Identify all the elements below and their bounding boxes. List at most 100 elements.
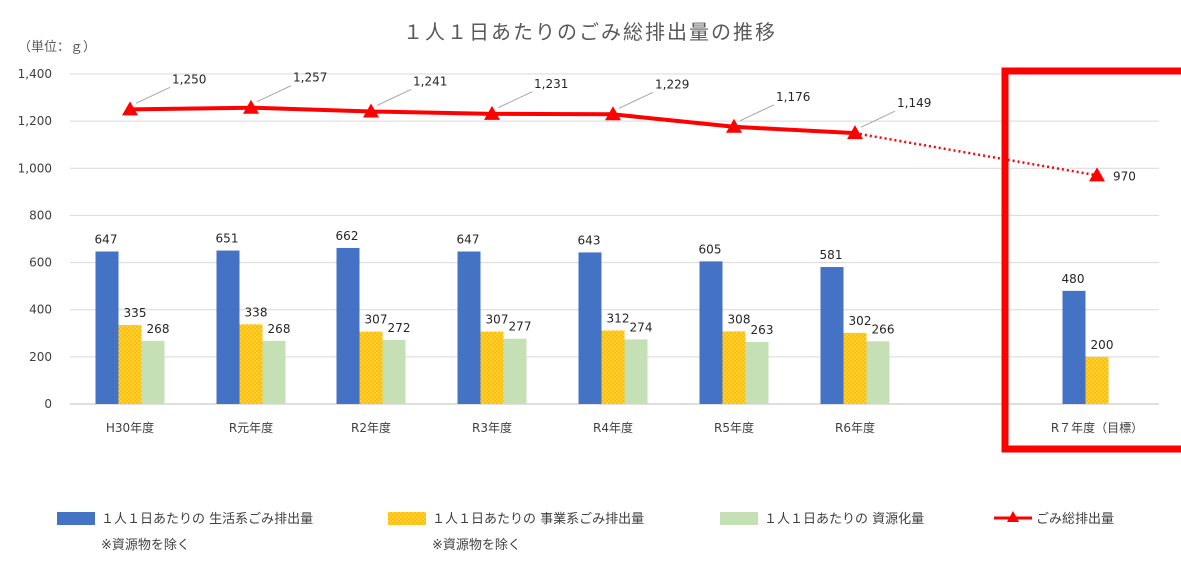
bar (601, 330, 625, 404)
bar (866, 341, 890, 404)
legend-note-household: ※資源物を除く (101, 538, 190, 553)
leader-line (860, 110, 896, 128)
bar (843, 332, 867, 404)
data-label: 308 (728, 312, 751, 326)
bar (382, 339, 406, 404)
legend-swatch-business (388, 512, 426, 525)
bar (624, 339, 648, 404)
y-tick-label: 1,000 (18, 161, 52, 175)
line-label: 1,257 (293, 71, 327, 85)
y-tick-label: 200 (29, 350, 52, 364)
data-label: 266 (872, 322, 895, 336)
x-tick-label: R７年度（目標） (1051, 420, 1143, 435)
data-label: 200 (1091, 338, 1114, 352)
line-marker (484, 105, 500, 120)
data-label: 302 (849, 314, 872, 328)
leader-line (135, 86, 171, 104)
data-label: 307 (365, 313, 388, 327)
data-label: 274 (630, 320, 653, 334)
line-marker (363, 103, 379, 118)
line-label: 1,250 (172, 72, 206, 86)
leader-line (256, 85, 292, 103)
x-tick-label: R4年度 (593, 420, 633, 435)
line-label: 1,229 (655, 77, 689, 91)
bar (480, 331, 504, 404)
x-tick-label: R6年度 (835, 420, 875, 435)
bar (699, 261, 723, 404)
line-marker (847, 125, 863, 140)
line-marker (1089, 167, 1105, 182)
bar (239, 324, 263, 404)
legend: １人１日あたりの 生活系ごみ排出量 ※資源物を除く １人１日あたりの 事業系ごみ… (57, 511, 1114, 553)
y-axis: 0 200 400 600 800 1,000 1,200 1,400 (18, 67, 52, 411)
data-label: 480 (1062, 272, 1085, 286)
bar (820, 267, 844, 404)
line-marker (122, 101, 138, 116)
data-label: 605 (699, 242, 722, 256)
y-tick-label: 1,400 (18, 67, 52, 81)
leader-line (739, 104, 775, 122)
bar (578, 252, 602, 404)
legend-item-business: １人１日あたりの 事業系ごみ排出量 ※資源物を除く (388, 511, 644, 553)
line-label: 970 (1113, 169, 1136, 183)
data-label: 338 (245, 305, 268, 319)
x-tick-label: R5年度 (714, 420, 754, 435)
x-axis: H30年度 R元年度 R2年度 R3年度 R4年度 R5年度 R6年度 R７年度（目標） (106, 420, 1143, 435)
legend-item-total: ごみ総排出量 (994, 511, 1114, 527)
data-label: 307 (486, 313, 509, 327)
data-label: 272 (388, 321, 411, 335)
data-label: 312 (607, 311, 630, 325)
data-label: 335 (124, 306, 147, 320)
bar (457, 251, 481, 404)
unit-label: （単位：ｇ） (18, 39, 96, 55)
data-label: 277 (509, 320, 532, 334)
data-label: 643 (578, 233, 601, 247)
leader-line (497, 91, 533, 109)
legend-label-business: １人１日あたりの 事業系ごみ排出量 (432, 511, 644, 527)
legend-label-household: １人１日あたりの 生活系ごみ排出量 (101, 511, 313, 527)
chart-title: １人１日あたりのごみ総排出量の推移 (403, 20, 777, 44)
y-tick-label: 0 (44, 397, 52, 411)
bar (1085, 356, 1109, 404)
data-label: 662 (336, 229, 359, 243)
line-label: 1,176 (776, 90, 810, 104)
bar (359, 331, 383, 404)
bar (503, 338, 527, 404)
bar (216, 250, 240, 404)
data-label: 268 (147, 322, 170, 336)
y-tick-label: 600 (29, 256, 52, 270)
x-tick-label: R3年度 (472, 420, 512, 435)
bar (722, 331, 746, 404)
legend-item-household: １人１日あたりの 生活系ごみ排出量 ※資源物を除く (57, 511, 313, 553)
data-label: 651 (216, 232, 239, 246)
line-marker (243, 99, 259, 114)
leader-line (618, 91, 654, 109)
total-line: 1,250 1,257 1,241 1,231 1,229 1,176 1,149 970 (122, 71, 1136, 183)
bar (336, 247, 360, 404)
legend-label-recycling: １人１日あたりの 資源化量 (764, 512, 924, 527)
legend-label-total: ごみ総排出量 (1036, 511, 1114, 527)
bar (118, 325, 142, 404)
data-label: 268 (268, 322, 291, 336)
bar (745, 342, 769, 404)
x-tick-label: H30年度 (106, 420, 154, 435)
line-marker (726, 118, 742, 133)
bars: 647 651 662 647 643 605 581 480 335 338 307 307 312 3… (95, 229, 1114, 404)
y-tick-label: 800 (29, 208, 52, 222)
legend-item-recycling: １人１日あたりの 資源化量 (720, 512, 924, 527)
x-tick-label: R2年度 (351, 420, 391, 435)
line-marker (605, 106, 621, 121)
legend-swatch-recycling (720, 512, 758, 525)
line-dotted (854, 131, 1098, 177)
bar (1062, 290, 1086, 404)
legend-note-business: ※資源物を除く (432, 538, 521, 553)
bar (95, 251, 119, 404)
line-label: 1,241 (413, 74, 447, 88)
bar (141, 340, 165, 404)
line-label: 1,231 (534, 77, 568, 91)
data-label: 647 (457, 232, 480, 246)
bar (262, 340, 286, 404)
legend-swatch-household (57, 512, 95, 525)
x-tick-label: R元年度 (229, 420, 273, 435)
